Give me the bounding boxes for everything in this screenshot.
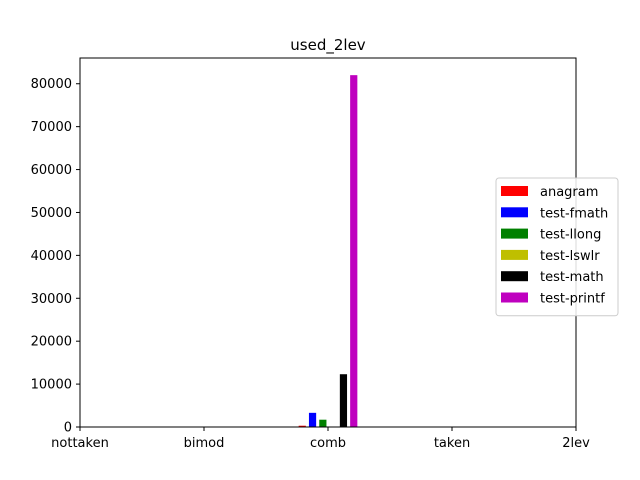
y-tick-label: 70000 — [31, 120, 72, 135]
y-tick-label: 30000 — [31, 292, 72, 307]
legend-swatch-test-fmath — [501, 207, 528, 218]
legend-swatch-test-lswlr — [501, 249, 528, 260]
x-tick-label: taken — [434, 436, 470, 451]
legend-label-test-printf: test-printf — [540, 292, 605, 307]
legend-swatch-test-math — [501, 271, 528, 282]
bar-test-fmath-comb — [308, 412, 317, 427]
x-tick-label: 2lev — [562, 436, 590, 451]
legend-label-test-math: test-math — [540, 270, 604, 285]
bar-test-math-comb — [339, 374, 348, 427]
bar-test-llong-comb — [319, 419, 327, 427]
x-tick-label: nottaken — [51, 436, 109, 451]
bar-anagram-comb — [298, 425, 306, 427]
legend-label-test-lswlr: test-lswlr — [540, 249, 600, 264]
legend-swatch-anagram — [501, 186, 528, 196]
y-tick-label: 60000 — [31, 163, 72, 178]
legend-label-test-llong: test-llong — [540, 228, 601, 243]
bar-test-printf-comb — [350, 75, 358, 428]
legend-label-anagram: anagram — [540, 185, 598, 200]
plot-area: 0 10000 20000 30000 40000 50000 60000 70000 8000… — [31, 57, 590, 451]
y-tick-label: 20000 — [31, 335, 72, 350]
y-tick-label: 40000 — [31, 249, 72, 264]
x-tick-label: bimod — [184, 436, 225, 451]
y-tick-label: 50000 — [31, 206, 72, 221]
chart-title: used_2lev — [290, 36, 366, 55]
legend: anagram test-fmath test-llong test-lswlr tes… — [495, 177, 619, 317]
y-tick-label: 0 — [64, 421, 72, 436]
y-tick-label: 80000 — [31, 77, 72, 92]
legend-label-test-fmath: test-fmath — [540, 206, 608, 221]
y-tick-label: 10000 — [31, 378, 72, 393]
legend-swatch-test-llong — [501, 228, 528, 239]
x-tick-label: comb — [310, 436, 346, 451]
legend-swatch-test-printf — [501, 292, 528, 303]
